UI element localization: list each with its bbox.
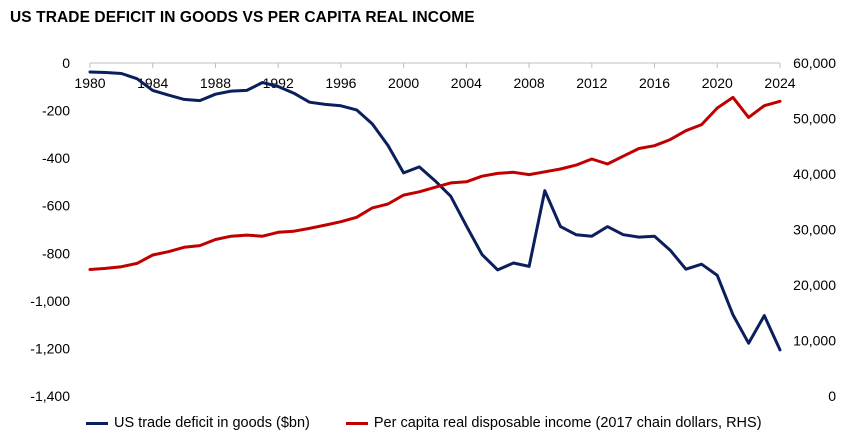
legend-item-income: Per capita real disposable income (2017 … [345,415,762,431]
y-left-tick-label: -600 [42,198,70,214]
y-right-tick-label: 10,000 [793,333,836,349]
legend-item-trade-deficit: US trade deficit in goods ($bn) [86,415,310,431]
y-left-tick-label: -1,200 [30,340,70,356]
x-tick-label: 2000 [388,75,419,91]
y-left-tick-label: -1,400 [30,388,70,404]
y-left-tick-label: -800 [42,245,70,261]
x-tick-label: 2016 [639,75,670,91]
x-tick-label: 1996 [325,75,356,91]
x-tick-label: 2024 [764,75,795,91]
x-tick-label: 1992 [263,75,294,91]
y-right-tick-label: 20,000 [793,277,836,293]
y-right-tick-label: 50,000 [793,111,836,127]
legend-swatch-income [345,421,368,425]
x-tick-label: 2012 [576,75,607,91]
x-tick-label: 1984 [137,75,168,91]
x-tick-label: 2020 [702,75,733,91]
y-right-tick-label: 30,000 [793,222,836,238]
y-right-tick-label: 0 [828,388,836,404]
x-tick-label: 1988 [200,75,231,91]
y-left-tick-label: -400 [42,150,70,166]
series-line-income [88,95,782,271]
x-tick-label: 2004 [451,75,482,91]
chart-title: US TRADE DEFICIT IN GOODS VS PER CAPITA … [10,9,475,26]
y-right-tick-label: 40,000 [793,166,836,182]
y-right-tick-label: 60,000 [793,55,836,71]
y-left-tick-label: -1,000 [30,293,70,309]
y-left-tick-label: 0 [62,55,70,71]
series-line-trade-deficit [88,70,782,352]
x-tick-label: 2008 [514,75,545,91]
legend: US trade deficit in goods ($bn) Per capi… [86,415,798,431]
x-tick-label: 1980 [74,75,105,91]
legend-label-trade-deficit: US trade deficit in goods ($bn) [114,415,310,431]
legend-label-income: Per capita real disposable income (2017 … [373,415,762,431]
legend-swatch-trade-deficit [86,421,108,425]
y-left-tick-label: -200 [42,103,70,119]
